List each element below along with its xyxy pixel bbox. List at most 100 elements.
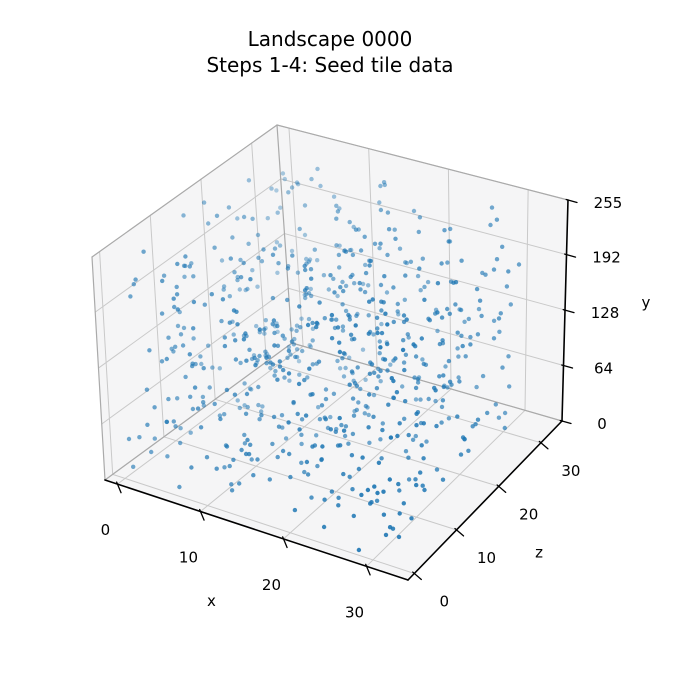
- scatter-point: [218, 416, 223, 422]
- scatter-point: [326, 287, 331, 292]
- scatter-point: [421, 456, 426, 461]
- scatter-point: [126, 436, 132, 442]
- scatter-point: [178, 426, 183, 431]
- scatter-point: [244, 391, 250, 397]
- scatter-point: [477, 298, 483, 303]
- scatter-point: [181, 213, 186, 218]
- scatter-point: [368, 258, 374, 264]
- scatter-point: [201, 400, 206, 405]
- scatter-point: [328, 427, 333, 432]
- scatter-point: [247, 347, 252, 352]
- scatter-point: [480, 270, 485, 276]
- scatter-point: [352, 281, 357, 286]
- scatter-point: [305, 472, 311, 477]
- x-gridline-floor: [365, 409, 526, 567]
- scatter-point: [214, 213, 220, 218]
- scatter-point: [314, 433, 319, 438]
- scatter-point: [297, 427, 302, 432]
- scatter-point: [175, 323, 181, 329]
- scatter-point: [280, 333, 285, 338]
- scatter-point: [275, 343, 281, 348]
- z-tick-label: 30: [561, 462, 580, 480]
- scatter-point: [323, 387, 329, 392]
- scatter-point: [221, 287, 226, 292]
- scatter-point: [318, 183, 323, 189]
- scatter-point: [409, 516, 414, 521]
- scatter-point: [359, 492, 364, 498]
- scatter-point: [420, 256, 425, 261]
- scatter-point: [209, 292, 214, 297]
- scatter-point: [403, 399, 408, 404]
- scatter-point: [201, 403, 206, 408]
- scatter-point: [496, 415, 502, 420]
- scatter-point: [297, 372, 302, 377]
- z-tick-label: 20: [519, 505, 538, 523]
- scatter-point: [302, 377, 307, 383]
- scatter-point: [378, 241, 383, 246]
- scatter-point: [389, 376, 394, 381]
- scatter-point: [305, 375, 310, 380]
- scatter-point: [285, 355, 290, 360]
- scatter-point: [351, 413, 357, 418]
- scatter-point: [243, 411, 249, 416]
- scatter-point: [379, 456, 384, 461]
- scatter-point: [335, 358, 340, 364]
- scatter-point: [309, 495, 314, 500]
- scatter-point: [296, 381, 302, 387]
- scatter-point: [212, 245, 217, 250]
- scatter-point: [275, 454, 280, 460]
- scatter-point: [316, 405, 321, 410]
- scatter-point: [343, 424, 349, 429]
- scatter-point: [395, 309, 400, 314]
- scatter-point: [354, 383, 360, 389]
- scatter-point: [280, 171, 286, 176]
- scatter-point: [369, 362, 375, 367]
- x-tick-label: 0: [101, 521, 111, 539]
- scatter-point: [219, 258, 225, 263]
- z-gridline-floor: [112, 473, 415, 574]
- scatter-point: [219, 318, 224, 324]
- z-gridline-floor: [163, 436, 458, 531]
- scatter-point: [366, 425, 371, 430]
- scatter-point: [434, 467, 440, 472]
- scatter-point: [229, 488, 235, 493]
- scatter-point: [210, 365, 215, 370]
- scatter-point: [419, 336, 424, 341]
- scatter-point: [460, 435, 466, 440]
- scatter-point: [336, 503, 341, 508]
- scatter-point: [338, 443, 343, 448]
- scatter-point: [366, 313, 371, 318]
- scatter-point: [485, 410, 490, 416]
- scatter-point: [411, 342, 416, 347]
- scatter-point: [128, 294, 133, 299]
- scatter-point: [232, 392, 238, 397]
- scatter-point: [187, 352, 192, 357]
- scatter-point: [415, 377, 421, 382]
- scatter-point: [446, 416, 452, 421]
- scatter-point: [315, 258, 320, 263]
- scatter-point: [474, 384, 479, 390]
- scatter-point: [190, 406, 196, 412]
- scatter-point: [204, 455, 210, 460]
- scatter-point: [222, 465, 227, 470]
- scatter-point: [385, 368, 390, 373]
- scatter-point: [372, 484, 377, 489]
- scatter-point: [494, 217, 500, 222]
- scatter-point: [341, 374, 347, 379]
- y-gridline-left-wall: [101, 287, 289, 425]
- scatter-point: [493, 402, 498, 407]
- scatter-point: [295, 182, 301, 187]
- scatter-point: [372, 370, 377, 375]
- edge-left-vertical: [91, 256, 106, 481]
- scatter-point: [131, 282, 136, 287]
- scatter-point: [302, 288, 308, 293]
- scatter-point: [302, 469, 307, 475]
- scatter-point: [275, 270, 280, 275]
- scatter-point: [413, 433, 418, 439]
- scatter-point: [277, 243, 283, 248]
- scatter-point: [323, 396, 329, 402]
- scatter-point: [440, 477, 446, 482]
- scatter-point: [305, 322, 311, 328]
- scatter-point: [307, 343, 312, 348]
